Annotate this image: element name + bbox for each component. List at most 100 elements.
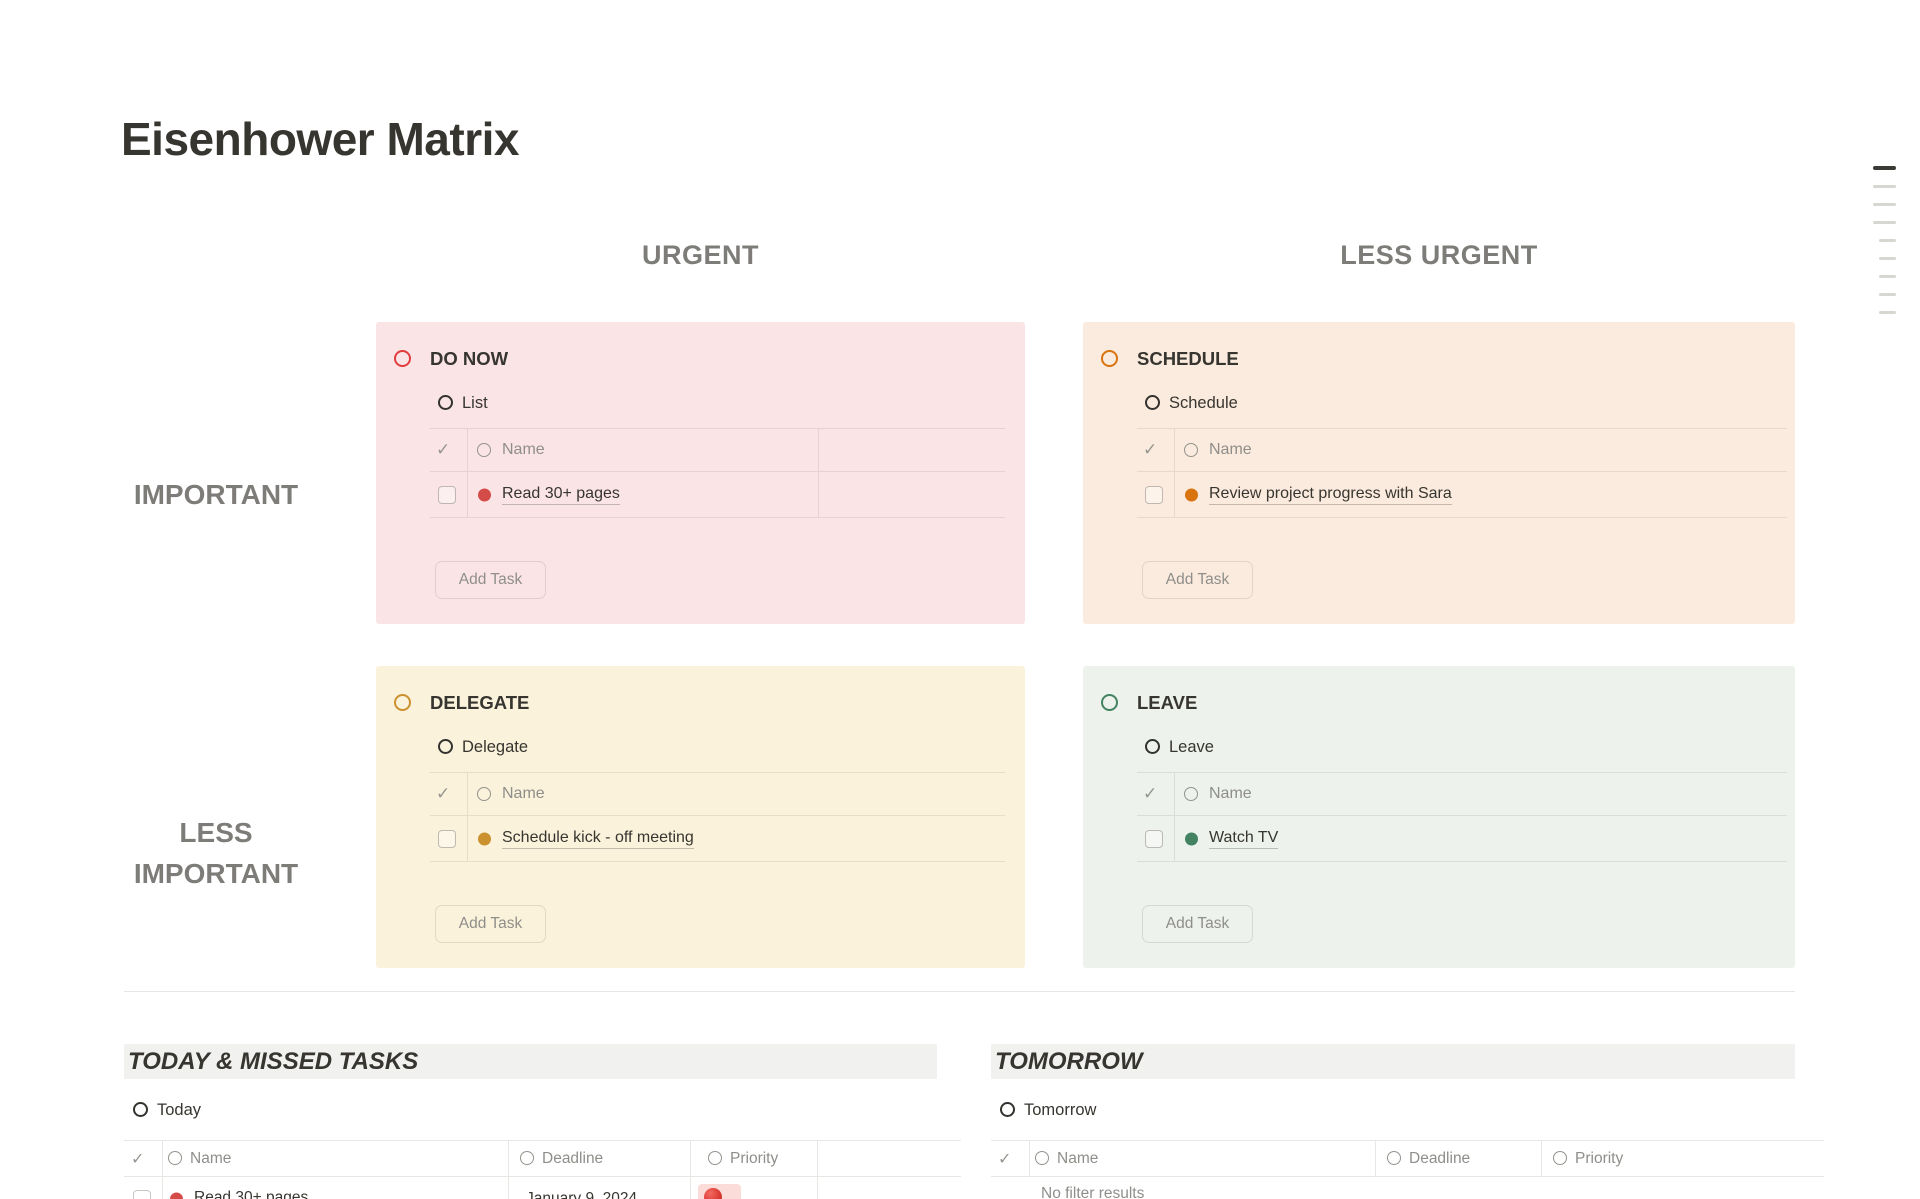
table-header-row: ✓ Name: [1137, 428, 1787, 472]
name-column-header[interactable]: Name: [168, 1150, 231, 1168]
name-column-header[interactable]: Name: [502, 441, 545, 458]
deadline-column-header[interactable]: Deadline: [1387, 1150, 1470, 1168]
list-view-circle-icon: [133, 1102, 148, 1117]
leave-task-table: ✓ Name Watch TV: [1137, 772, 1787, 862]
add-task-button[interactable]: Add Task: [435, 561, 546, 599]
quadrant-title: DO NOW: [430, 348, 509, 369]
outline-line-icon[interactable]: [1873, 203, 1896, 206]
column-divider: [162, 1141, 163, 1176]
add-task-button[interactable]: Add Task: [1142, 905, 1253, 943]
column-header-less-urgent: LESS URGENT: [1340, 240, 1538, 270]
column-divider: [1174, 472, 1175, 517]
task-row[interactable]: Read 30+ pages: [430, 472, 1005, 518]
deadline-value[interactable]: January 9, 2024: [526, 1190, 638, 1199]
outline-line-icon[interactable]: [1879, 257, 1896, 260]
section-divider: [124, 991, 1795, 992]
outline-line-icon[interactable]: [1873, 166, 1896, 170]
list-view-label[interactable]: Schedule: [1169, 394, 1238, 412]
do-now-circle-icon: [394, 350, 411, 367]
red-dot-icon: [478, 488, 491, 501]
row-header-important: IMPORTANT: [133, 479, 299, 510]
column-divider: [1375, 1141, 1376, 1176]
column-divider: [1174, 773, 1175, 815]
name-column-header[interactable]: Name: [1209, 785, 1252, 802]
task-row[interactable]: Watch TV: [1137, 816, 1787, 862]
list-view-circle-icon: [1145, 395, 1160, 410]
column-divider: [818, 472, 819, 517]
schedule-task-table: ✓ Name Review project progress with Sara: [1137, 428, 1787, 518]
column-divider: [1174, 429, 1175, 471]
add-task-button[interactable]: Add Task: [1142, 561, 1253, 599]
priority-property-icon: [1553, 1150, 1567, 1165]
priority-tag[interactable]: [698, 1184, 741, 1199]
table-header-row: ✓ Name: [1137, 772, 1787, 816]
task-link[interactable]: Watch TV: [1209, 829, 1279, 849]
outline-line-icon[interactable]: [1879, 293, 1896, 296]
quadrant-delegate: DELEGATE Delegate ✓ Name Schedule kick -…: [376, 666, 1025, 968]
quadrant-schedule: SCHEDULE Schedule ✓ Name Review project …: [1083, 322, 1795, 624]
task-row[interactable]: Schedule kick - off meeting: [430, 816, 1005, 862]
column-divider: [817, 1141, 818, 1176]
quadrant-title: LEAVE: [1137, 692, 1198, 713]
list-view-circle-icon: [1000, 1102, 1015, 1117]
task-checkbox[interactable]: [1145, 485, 1163, 504]
checkbox-column-icon: ✓: [436, 784, 451, 803]
today-task-row[interactable]: Read 30+ pages January 9, 2024: [124, 1177, 961, 1199]
outline-line-icon[interactable]: [1879, 239, 1896, 242]
priority-property-icon: [708, 1150, 722, 1165]
task-link[interactable]: Read 30+ pages: [194, 1189, 308, 1199]
task-link[interactable]: Schedule kick - off meeting: [502, 829, 694, 849]
column-divider: [1029, 1141, 1030, 1176]
task-checkbox[interactable]: [438, 829, 456, 848]
table-header-row: ✓ Name: [430, 428, 1005, 472]
leave-circle-icon: [1101, 694, 1118, 711]
column-divider: [690, 1141, 691, 1176]
outline-line-icon[interactable]: [1879, 275, 1896, 278]
tomorrow-section-heading-bar: TOMORROW: [991, 1044, 1795, 1079]
task-link[interactable]: Review project progress with Sara: [1209, 485, 1452, 505]
checkbox-column-icon: ✓: [998, 1150, 1012, 1168]
task-checkbox[interactable]: [1145, 829, 1163, 848]
outline-line-icon[interactable]: [1873, 221, 1896, 224]
tomorrow-view-label[interactable]: Tomorrow: [1024, 1101, 1097, 1119]
tomorrow-section-heading: TOMORROW: [995, 1048, 1143, 1075]
column-divider: [467, 816, 468, 861]
name-property-icon: [1184, 443, 1198, 457]
task-link[interactable]: Read 30+ pages: [502, 485, 620, 505]
list-view-label[interactable]: Leave: [1169, 738, 1214, 756]
schedule-circle-icon: [1101, 350, 1118, 367]
column-divider: [818, 429, 819, 471]
quadrant-title: DELEGATE: [430, 692, 530, 713]
orange-dot-icon: [1185, 488, 1198, 501]
column-divider: [467, 472, 468, 517]
task-row[interactable]: Review project progress with Sara: [1137, 472, 1787, 518]
outline-line-icon[interactable]: [1879, 311, 1896, 314]
today-table-header: ✓ Name Deadline Priority: [124, 1140, 961, 1177]
column-divider: [817, 1177, 818, 1199]
outline-indicator[interactable]: [1873, 160, 1897, 320]
name-property-icon: [1035, 1150, 1049, 1165]
checkbox-column-icon: ✓: [131, 1150, 145, 1168]
today-view-label[interactable]: Today: [157, 1101, 202, 1119]
name-column-header[interactable]: Name: [1035, 1150, 1098, 1168]
outline-line-icon[interactable]: [1873, 185, 1896, 188]
no-filter-results-text: No filter results: [1041, 1185, 1145, 1199]
checkbox-column-icon: ✓: [1143, 784, 1158, 803]
list-view-label[interactable]: Delegate: [462, 738, 529, 756]
deadline-column-header[interactable]: Deadline: [520, 1150, 603, 1168]
name-column-header[interactable]: Name: [502, 785, 545, 802]
tomorrow-table-header: ✓ Name Deadline Priority: [991, 1140, 1824, 1177]
deadline-property-icon: [1387, 1150, 1401, 1165]
list-view-circle-icon: [438, 739, 453, 754]
name-property-icon: [477, 443, 491, 457]
task-checkbox[interactable]: [133, 1190, 151, 1199]
priority-column-header[interactable]: Priority: [1553, 1150, 1623, 1168]
delegate-task-table: ✓ Name Schedule kick - off meeting: [430, 772, 1005, 862]
task-checkbox[interactable]: [438, 485, 456, 504]
priority-column-header[interactable]: Priority: [708, 1150, 778, 1168]
add-task-button[interactable]: Add Task: [435, 905, 546, 943]
page-title: Eisenhower Matrix: [121, 113, 519, 165]
list-view-label[interactable]: List: [462, 394, 488, 412]
name-column-header[interactable]: Name: [1209, 441, 1252, 458]
column-header-urgent: URGENT: [642, 240, 759, 270]
